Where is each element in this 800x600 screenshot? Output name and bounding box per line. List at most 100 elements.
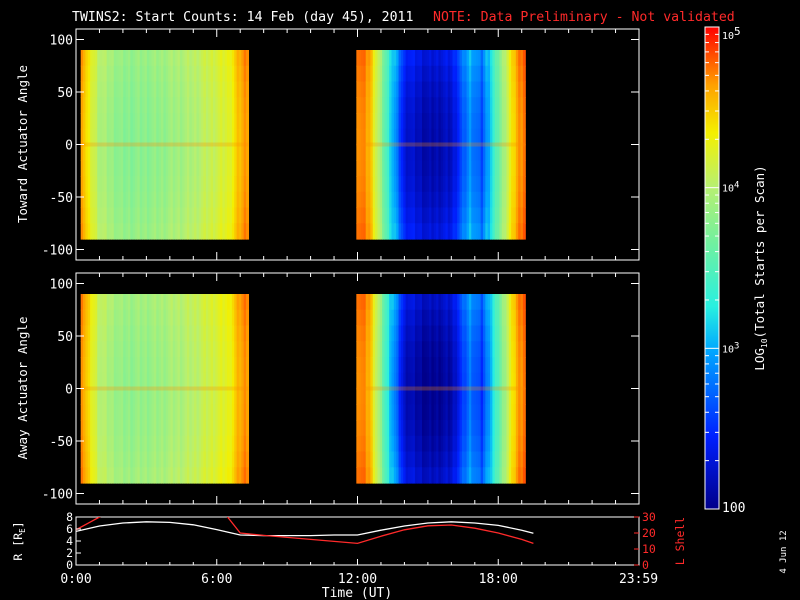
heatmap-cell [163, 357, 167, 374]
heatmap-cell [382, 467, 386, 484]
heatmap-cell [99, 404, 103, 421]
heatmap-cell [165, 372, 169, 390]
heatmap-cell [246, 309, 250, 327]
heatmap-cell [471, 309, 475, 327]
heatmap-cell [161, 207, 164, 224]
heatmap-cell [438, 176, 442, 193]
heatmap-cell [85, 160, 89, 177]
heatmap-cell [414, 50, 418, 67]
heatmap-cell [194, 128, 198, 146]
heatmap-cell [87, 420, 91, 437]
heatmap-cell [497, 325, 501, 342]
heatmap-cell [396, 309, 400, 327]
heatmap-cell [179, 357, 183, 374]
heatmap-cell [187, 144, 190, 161]
heatmap-cell [450, 309, 454, 327]
heatmap-cell [461, 97, 465, 114]
heatmap-cell [382, 81, 386, 98]
heatmap-cell [506, 451, 510, 468]
heatmap-cell [358, 144, 362, 161]
heatmap-cell [182, 81, 186, 98]
heatmap-cell [212, 420, 216, 437]
heatmap-cell [414, 176, 418, 193]
heatmap-cell [135, 207, 138, 224]
heatmap-cell [182, 113, 186, 130]
heatmap-cell [454, 435, 458, 453]
heatmap-cell [243, 467, 247, 484]
heatmap-cell [135, 65, 138, 83]
heatmap-cell [156, 191, 160, 209]
heatmap-cell [457, 50, 461, 67]
heatmap-cell [224, 294, 228, 311]
heatmap-cell [217, 191, 221, 209]
heatmap-cell [83, 325, 87, 342]
heatmap-cell [478, 160, 482, 177]
heatmap-cell [132, 309, 136, 327]
heatmap-cell [231, 223, 235, 240]
heatmap-cell [485, 128, 489, 146]
heatmap-cell [170, 207, 174, 224]
heatmap-cell [175, 341, 179, 358]
heatmap-cell [151, 144, 155, 161]
heatmap-cell [165, 435, 169, 453]
heatmap-cell [515, 144, 519, 161]
heatmap-cell [414, 467, 418, 484]
heatmap-cell [358, 341, 362, 358]
heatmap-cell [445, 467, 449, 484]
heatmap-cell [398, 207, 402, 224]
heatmap-cell [123, 404, 127, 421]
heatmap-cell [487, 435, 491, 453]
heatmap-cell [87, 97, 91, 114]
heatmap-cell [85, 65, 89, 83]
heatmap-cell [212, 176, 216, 193]
heatmap-cell [414, 160, 418, 177]
heatmap-cell [431, 50, 435, 67]
heatmap-cell [208, 388, 212, 405]
heatmap-cell [375, 372, 379, 390]
heatmap-cell [417, 372, 421, 390]
y-tick-label: -50 [50, 191, 73, 206]
heatmap-cell [389, 325, 393, 342]
heatmap-cell [224, 144, 228, 161]
heatmap-cell [85, 357, 89, 374]
heatmap-cell [480, 451, 484, 468]
heatmap-cell [215, 113, 219, 130]
heatmap-cell [452, 435, 456, 453]
heatmap-cell [229, 144, 233, 161]
heatmap-cell [422, 191, 425, 209]
heatmap-cell [92, 467, 96, 484]
heatmap-cell [135, 223, 138, 240]
heatmap-cell [109, 144, 112, 161]
heatmap-cell [447, 404, 451, 421]
heatmap-cell [478, 372, 482, 390]
heatmap-cell [473, 309, 477, 327]
heatmap-cell [139, 160, 143, 177]
heatmap-cell [473, 160, 477, 177]
heatmap-cell [494, 81, 498, 98]
y-tick-label: 50 [57, 330, 73, 345]
heatmap-cell [497, 294, 501, 311]
heatmap-cell [471, 467, 475, 484]
heatmap-cell [356, 223, 360, 240]
heatmap-cell [184, 191, 188, 209]
heatmap-cell [208, 309, 212, 327]
heatmap-cell [379, 207, 383, 224]
heatmap-cell [165, 467, 169, 484]
heatmap-cell [125, 176, 129, 193]
heatmap-cell [182, 191, 186, 209]
heatmap-cell [492, 113, 496, 130]
heatmap-cell [490, 113, 493, 130]
heatmap-cell [149, 404, 153, 421]
heatmap-cell [438, 160, 442, 177]
heatmap-cell [137, 404, 141, 421]
heatmap-cell [220, 113, 224, 130]
heatmap-cell [443, 309, 447, 327]
heatmap-cell [497, 435, 501, 453]
heatmap-cell [478, 467, 482, 484]
heatmap-cell [177, 325, 181, 342]
heatmap-cell [106, 113, 110, 130]
heatmap-cell [504, 176, 508, 193]
heatmap-cell [187, 113, 190, 130]
heatmap-cell [189, 357, 193, 374]
heatmap-cell [187, 388, 190, 405]
